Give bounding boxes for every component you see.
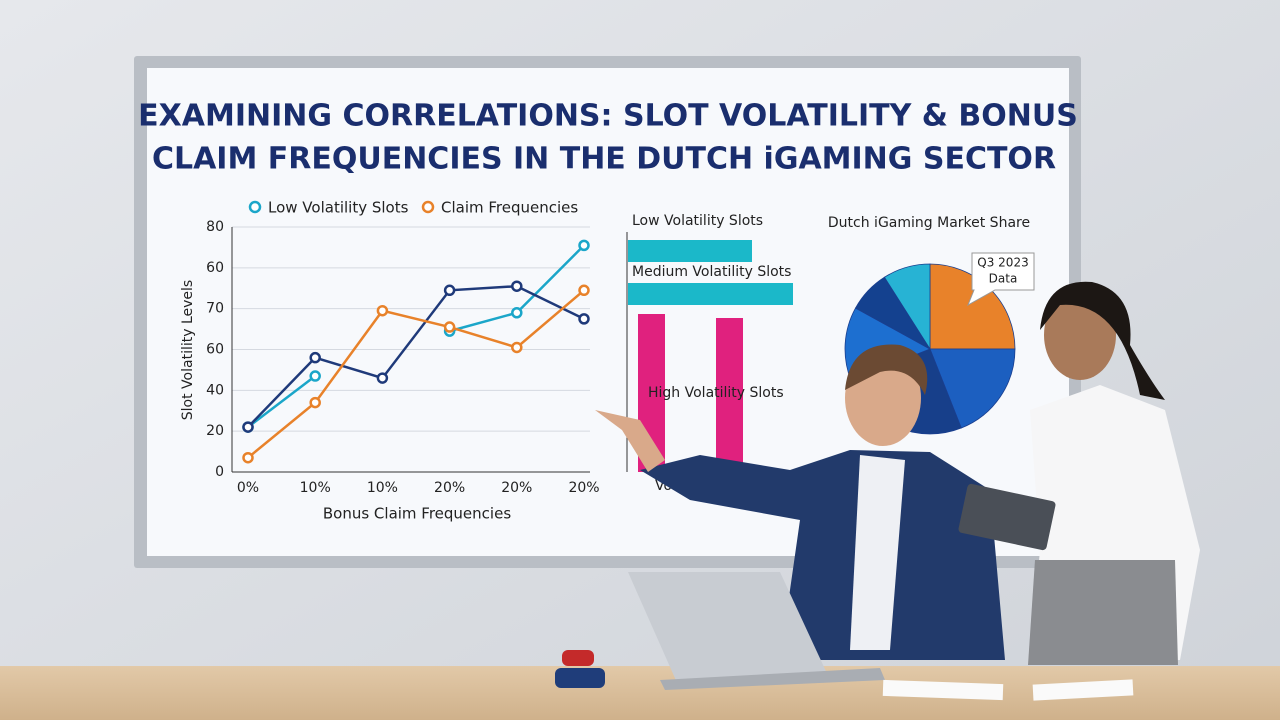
x-axis-label: Bonus Claim Frequencies <box>323 505 511 523</box>
point <box>578 284 590 297</box>
y-tick-label: 70 <box>206 301 224 317</box>
point <box>376 372 389 384</box>
bar-shape <box>628 283 793 305</box>
series-line <box>247 375 316 429</box>
x-tick-label: 20% <box>501 480 532 496</box>
legend-label: Low Volatility Slots <box>268 199 409 217</box>
tablet <box>958 483 1056 551</box>
point <box>443 284 456 297</box>
bar-label: High Volatility Slots <box>648 385 784 401</box>
point <box>443 321 456 333</box>
bar-label: Medium Volatility Slots <box>632 264 791 280</box>
cards <box>1032 679 1134 701</box>
laptop <box>628 572 830 685</box>
man-shirt <box>850 455 905 650</box>
x-tick-label: 0% <box>237 480 259 496</box>
pie-annotation: Q3 2023 <box>977 256 1028 270</box>
man-hand <box>595 410 665 472</box>
y-tick-label: 0 <box>215 464 224 480</box>
bar-shape <box>716 318 743 472</box>
line-chart: 0 20 40 60 70 60 80 0% 10% 10% 20% 20% 20% Low Volati… <box>206 199 599 497</box>
y-tick-label: 60 <box>206 260 224 276</box>
y-tick-label: 40 <box>206 382 224 398</box>
callout <box>967 252 1035 307</box>
point <box>242 451 254 464</box>
cards <box>882 679 1004 701</box>
pie-slice <box>929 348 1016 429</box>
pie-annotation: Data <box>989 272 1018 286</box>
screen-title: CLAIM FREQUENCIES IN THE DUTCH iGAMING S… <box>152 142 1056 177</box>
screen-title: EXAMINING CORRELATIONS: SLOT VOLATILITY … <box>138 99 1078 134</box>
point <box>511 341 523 354</box>
point <box>309 370 321 382</box>
laptop-base <box>660 668 885 690</box>
y-tick-label: 20 <box>206 423 224 439</box>
point <box>309 351 321 364</box>
chips <box>562 650 594 666</box>
man-suit <box>640 450 1005 660</box>
pie-title: Dutch iGaming Market Share <box>828 215 1030 231</box>
bar-shape <box>628 240 752 262</box>
point <box>309 396 321 409</box>
series-line <box>247 284 585 428</box>
point <box>578 239 590 252</box>
pie-slice <box>883 263 931 351</box>
woman-skirt <box>1028 560 1178 665</box>
x-tick-label: 10% <box>367 480 398 496</box>
woman-hair <box>1040 281 1165 400</box>
point <box>511 280 523 292</box>
man-hair <box>845 344 928 395</box>
point <box>376 304 389 317</box>
bar-label: Low Volatility Slots <box>632 213 763 229</box>
x-tick-label: 20% <box>434 480 465 496</box>
chips <box>555 668 605 688</box>
legend-marker <box>421 200 435 214</box>
point <box>578 313 590 325</box>
x-tick-label: 20% <box>568 480 599 496</box>
legend-label: Claim Frequencies <box>441 199 578 217</box>
point <box>242 421 254 433</box>
y-axis-label: Slot Volatility Levels <box>180 280 196 420</box>
legend-marker <box>248 200 262 214</box>
y-tick-label: 80 <box>206 219 224 235</box>
series-line <box>247 289 585 459</box>
y-tick-label: 60 <box>206 342 224 358</box>
point <box>511 307 523 319</box>
x-tick-label: 10% <box>300 480 331 496</box>
